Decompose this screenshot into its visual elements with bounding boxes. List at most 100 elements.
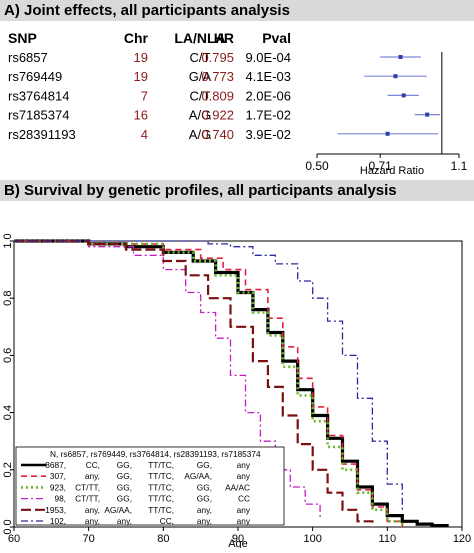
hr-point — [398, 55, 403, 59]
legend-cell: GG, — [117, 460, 132, 470]
y-tick-label: 1.0 — [2, 233, 14, 248]
legend-cell: any — [237, 460, 251, 470]
legend-cell: AG/AA, — [184, 471, 212, 481]
legend-cell: 307, — [50, 471, 66, 481]
legend-cell: TT/TC, — [148, 482, 174, 492]
row-hr: 0.795 — [201, 50, 234, 65]
row-snp: rs6857 — [8, 50, 48, 65]
legend-cell: AG/AA, — [104, 505, 132, 515]
x-axis-label: Age — [228, 538, 248, 548]
row-la-nla: C/T — [190, 50, 211, 65]
header-la-nla: LA/NLA — [174, 30, 225, 46]
hr-point — [393, 74, 398, 79]
x-tick-label: 110 — [379, 533, 397, 545]
row-snp: rs769449 — [8, 69, 62, 84]
x-tick-label: 120 — [453, 533, 471, 545]
row-snp: rs7185374 — [8, 108, 69, 123]
legend-cell: any — [237, 516, 251, 526]
legend-cell: GG, — [197, 482, 212, 492]
header-snp: SNP — [8, 30, 37, 46]
y-tick-label: 0.8 — [2, 291, 14, 306]
row-chr: 16 — [134, 108, 148, 123]
x-tick-label: 0.71 — [368, 159, 392, 173]
x-tick-label: 90 — [232, 533, 244, 545]
legend-box — [15, 446, 285, 526]
header-pval: Pval — [262, 30, 291, 46]
legend-cell: any — [237, 505, 251, 515]
legend-cell: 8687, — [45, 460, 66, 470]
panel-a: A) Joint effects, all participants analy… — [0, 0, 474, 180]
row-hr: 0.809 — [201, 88, 234, 103]
legend-cell: TT/TC, — [148, 460, 174, 470]
hr-point — [425, 112, 430, 117]
legend-cell: AA/AC — [225, 482, 250, 492]
survival-curve — [14, 239, 404, 527]
panel-b: B) Survival by genetic profiles, all par… — [0, 180, 474, 550]
x-tick-label: 100 — [303, 533, 321, 545]
legend-cell: TT/TC, — [148, 471, 174, 481]
row-chr: 19 — [134, 50, 148, 65]
row-pval: 3.9E-02 — [245, 127, 291, 142]
legend-cell: 98, — [54, 494, 66, 504]
y-tick-label: 0.0 — [2, 519, 14, 534]
legend-cell: 923, — [50, 482, 66, 492]
legend-cell: any, — [85, 471, 100, 481]
row-pval: 4.1E-03 — [245, 69, 291, 84]
legend-cell: GG, — [117, 494, 132, 504]
hr-point — [385, 131, 390, 136]
panel-b-title: B) Survival by genetic profiles, all par… — [0, 180, 474, 201]
legend-cell: any, — [197, 516, 212, 526]
legend-cell: GG, — [197, 494, 212, 504]
legend-cell: TT/TC, — [148, 494, 174, 504]
legend-header: N, rs6857, rs769449, rs3764814, rs283911… — [50, 449, 261, 459]
legend-cell: any — [237, 471, 251, 481]
legend-cell: any, — [85, 505, 100, 515]
x-tick-label: 80 — [157, 533, 169, 545]
row-hr: 0.922 — [201, 108, 234, 123]
legend-cell: any, — [117, 516, 132, 526]
legend-cell: CT/TT, — [75, 494, 100, 504]
legend-cell: GG, — [197, 460, 212, 470]
row-la-nla: A/G — [189, 127, 211, 142]
x-tick-label: 60 — [8, 533, 20, 545]
y-tick-label: 0.4 — [2, 405, 14, 420]
row-snp: rs3764814 — [8, 88, 69, 103]
survival-plot: 0.0 0.2 0.4 0.6 0.8 1.0 60 70 80 90 100 110 120 Age N,… — [2, 233, 471, 550]
x-tick-label: 1.1 — [451, 159, 468, 173]
row-pval: 1.7E-02 — [245, 108, 291, 123]
legend-cell: 1953, — [45, 505, 66, 515]
header-hr: HR — [214, 30, 234, 46]
survival-curve — [14, 240, 404, 527]
row-snp: rs28391193 — [8, 127, 76, 142]
row-la-nla: A/G — [189, 108, 211, 123]
row-hr: 0.773 — [201, 69, 234, 84]
panel-a-title: A) Joint effects, all participants analy… — [0, 0, 474, 21]
legend-cell: CC, — [160, 516, 174, 526]
hr-point — [401, 93, 406, 98]
x-axis-label: Hazard Ratio — [360, 165, 424, 177]
x-tick-label: 0.50 — [305, 159, 329, 173]
row-chr: 7 — [141, 88, 148, 103]
row-la-nla: G/A — [189, 69, 212, 84]
legend-cell: CC — [238, 494, 250, 504]
x-tick-label: 70 — [83, 533, 95, 545]
survival-curve — [14, 240, 321, 519]
survival-curve — [14, 239, 374, 527]
legend-cell: 102, — [50, 516, 66, 526]
survival-curve — [14, 240, 403, 513]
y-tick-label: 0.6 — [2, 348, 14, 363]
row-pval: 2.0E-06 — [245, 88, 291, 103]
legend-cell: GG, — [117, 482, 132, 492]
legend-cell: GG, — [117, 471, 132, 481]
legend-cell: TT/TC, — [148, 505, 174, 515]
row-chr: 19 — [134, 69, 148, 84]
row-pval: 9.0E-04 — [245, 50, 291, 65]
legend-cell: any, — [197, 505, 212, 515]
legend-cell: CT/TT, — [75, 482, 100, 492]
y-tick-label: 0.2 — [2, 462, 14, 477]
row-la-nla: C/T — [190, 88, 211, 103]
legend-cell: any, — [85, 516, 100, 526]
row-hr: 0.740 — [201, 127, 234, 142]
header-chr: Chr — [124, 30, 149, 46]
